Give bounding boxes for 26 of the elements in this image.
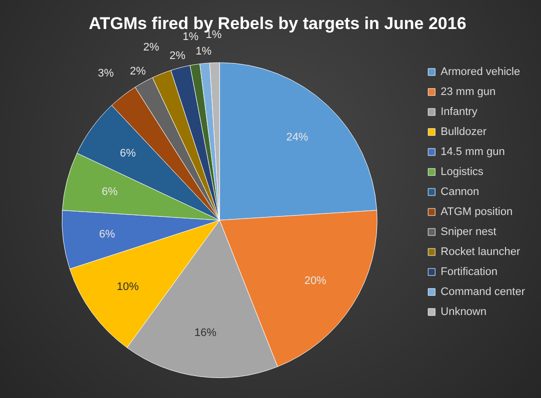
- legend-label: Command center: [440, 286, 526, 298]
- legend-label: Unknown: [440, 306, 486, 318]
- data-label: 2%: [143, 42, 160, 54]
- data-label: 24%: [286, 132, 308, 144]
- legend-label: Infantry: [440, 106, 478, 118]
- data-label: 1%: [182, 30, 199, 43]
- data-label: 6%: [99, 228, 116, 240]
- data-label: 10%: [116, 280, 140, 293]
- legend-label: ATGM position: [440, 206, 513, 218]
- legend-label: Bulldozer: [440, 126, 487, 138]
- legend-label: Cannon: [440, 186, 480, 198]
- legend-label: 23 mm gun: [440, 86, 496, 98]
- legend-label: Rocket launcher: [440, 246, 520, 258]
- data-label: 6%: [120, 148, 136, 160]
- legend-label: 14.5 mm gun: [440, 146, 505, 158]
- data-label: 3%: [98, 68, 114, 80]
- legend-label: Logistics: [440, 166, 484, 178]
- legend-label: Armored vehicle: [440, 66, 520, 78]
- data-label: 2%: [130, 66, 146, 78]
- data-label: 6%: [102, 186, 118, 198]
- legend-label: Fortification: [440, 266, 498, 278]
- data-label: 1%: [196, 45, 212, 58]
- legend-label: Sniper nest: [440, 226, 496, 238]
- data-label: 2%: [169, 50, 186, 62]
- data-label: 16%: [194, 326, 217, 339]
- data-label: 20%: [304, 275, 327, 288]
